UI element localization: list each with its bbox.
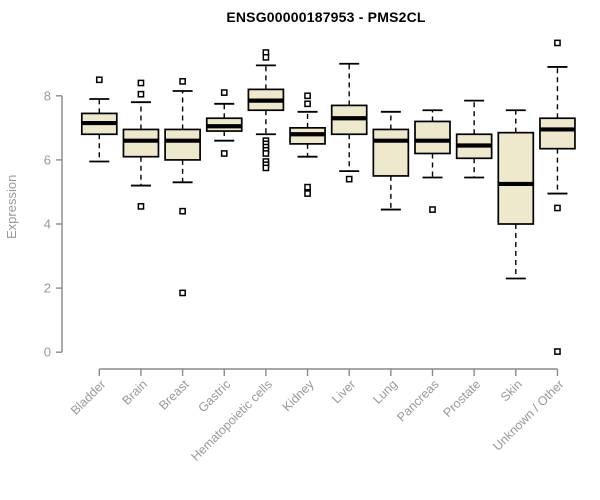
outlier-point (137, 203, 145, 210)
outlier-point (554, 39, 561, 47)
outlier-point (262, 53, 270, 61)
outlier-point (179, 289, 186, 297)
outlier-point (554, 204, 561, 212)
x-tick-label-brain: Brain (120, 377, 151, 408)
boxplot-kidney (289, 92, 326, 197)
x-tick-label-skin: Skin (498, 377, 525, 404)
boxplot-liver (330, 62, 368, 183)
iqr-box (539, 117, 576, 150)
outlier-point (304, 183, 311, 191)
iqr-box (164, 128, 201, 161)
outlier-point (220, 150, 228, 157)
x-tick-label-prostate: Prostate (440, 377, 483, 420)
y-tick-label: 4 (44, 217, 51, 232)
outlier-point (137, 90, 145, 98)
boxplot-unknown-other (539, 39, 576, 355)
outlier-point (262, 150, 270, 157)
chart-title: ENSG00000187953 - PMS2CL (226, 9, 426, 25)
y-tick-label: 6 (44, 152, 51, 167)
outlier-point (137, 79, 145, 87)
y-tick-label: 2 (44, 281, 51, 296)
outlier-point (220, 89, 228, 96)
outlier-point (262, 164, 270, 172)
boxplot-hematopoietic-cells (247, 49, 285, 172)
outlier-point (179, 78, 186, 85)
x-tick-label-lung: Lung (370, 377, 400, 407)
outlier-point (304, 92, 311, 100)
x-tick-label-hematopoietic-cells: Hematopoietic cells (188, 377, 275, 464)
boxplot-prostate (455, 99, 493, 179)
iqr-box (414, 120, 451, 155)
x-tick-label-liver: Liver (329, 377, 358, 406)
outlier-point (304, 100, 311, 108)
iqr-box (497, 131, 535, 225)
outlier-point (429, 206, 436, 213)
y-tick-label: 0 (44, 345, 51, 360)
x-tick-label-kidney: Kidney (280, 377, 317, 414)
x-tick-label-bladder: Bladder (68, 377, 108, 417)
x-tick-label-unknown-other: Unknown / Other (490, 377, 566, 453)
x-tick-label-breast: Breast (156, 377, 192, 413)
x-tick-label-pancreas: Pancreas (394, 377, 441, 424)
boxplot-lung (372, 110, 410, 211)
boxplot-pancreas (414, 109, 451, 213)
iqr-box (122, 128, 160, 158)
y-tick-label: 8 (44, 88, 51, 103)
boxplot-gastric (205, 89, 243, 157)
outlier-point (95, 76, 103, 84)
x-tick-label-gastric: Gastric (195, 377, 233, 415)
y-axis-label: Expression (4, 174, 19, 240)
boxplot-bladder (80, 76, 118, 163)
outlier-point (554, 348, 561, 355)
iqr-box (372, 128, 410, 177)
outlier-point (304, 190, 311, 197)
boxplot-breast (164, 78, 201, 297)
boxplot-brain (122, 79, 160, 210)
boxplot-skin (497, 109, 535, 280)
outlier-point (345, 175, 353, 183)
outlier-point (179, 207, 186, 215)
